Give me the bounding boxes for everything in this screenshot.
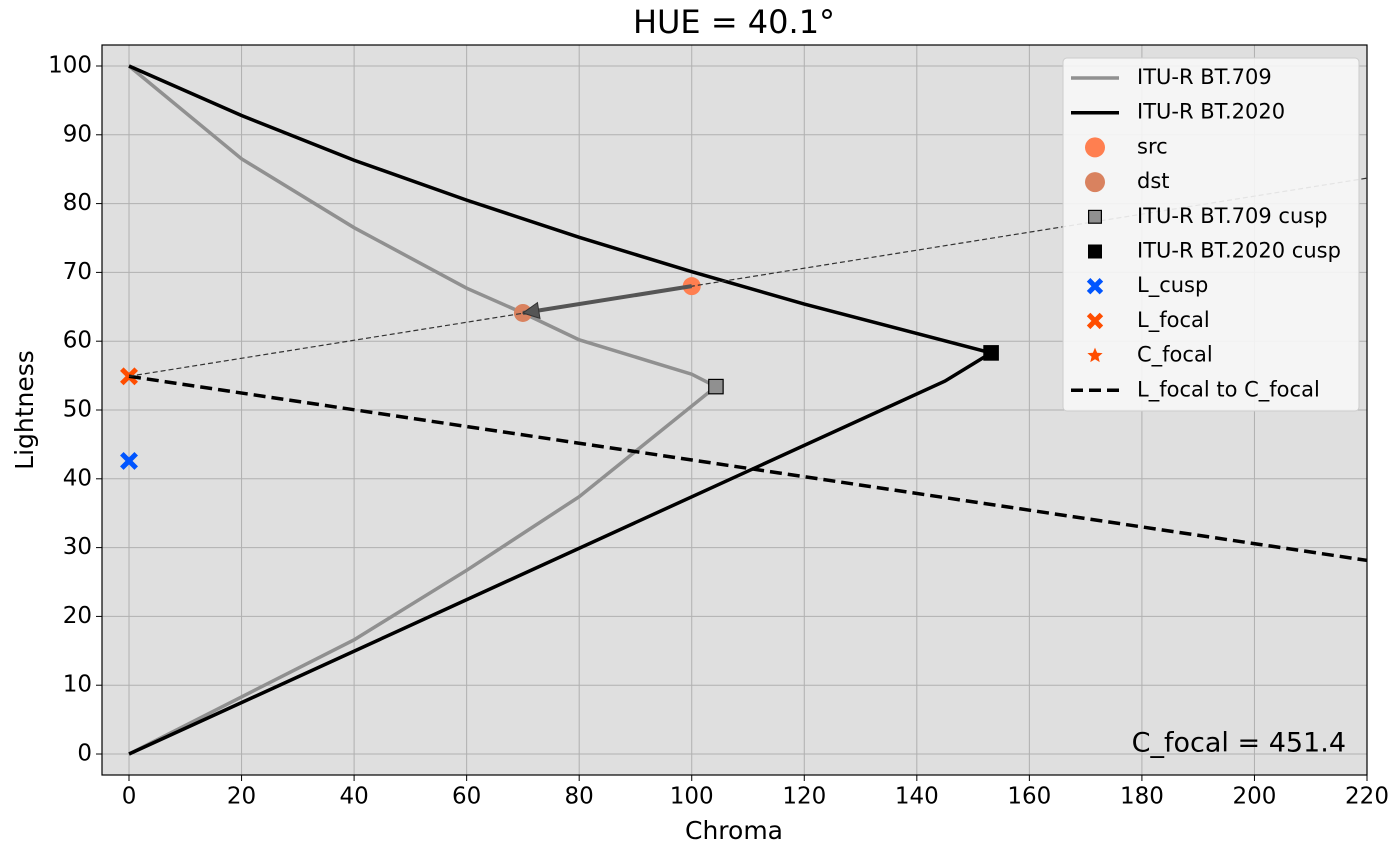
- x-tick-label: 60: [452, 784, 481, 810]
- x-tick-label: 220: [1345, 784, 1389, 810]
- x-tick-label: 80: [565, 784, 594, 810]
- marker: [1087, 347, 1103, 363]
- legend: ITU-R BT.709 ITU-R BT.2020 src dst ITU-R BT.…: [1062, 57, 1360, 412]
- y-tick-label: 0: [77, 741, 92, 767]
- legend-box: [1062, 57, 1360, 412]
- marker: [1087, 209, 1102, 224]
- arrow: [522, 284, 693, 315]
- legend-label: C_focal: [1137, 343, 1213, 368]
- series-line: [128, 64, 996, 756]
- marker: [1086, 312, 1104, 330]
- legend-label: dst: [1137, 169, 1170, 193]
- arrow-head: [521, 301, 541, 320]
- legend-label: L_focal to C_focal: [1137, 377, 1320, 402]
- x-tick-label: 20: [227, 784, 256, 810]
- y-tick-label: 90: [63, 121, 92, 147]
- legend-label: ITU-R BT.709 cusp: [1137, 204, 1328, 228]
- marker: [708, 378, 724, 395]
- x-tick-label: 200: [1233, 784, 1277, 810]
- legend-label: ITU-R BT.709: [1137, 65, 1272, 89]
- y-tick-label: 50: [63, 397, 92, 423]
- x-tick-label: 160: [1007, 784, 1051, 810]
- y-tick-label: 70: [63, 259, 92, 285]
- legend-label: ITU-R BT.2020 cusp: [1137, 239, 1341, 263]
- x-axis-label: Chroma: [685, 816, 783, 845]
- y-tick-label: 20: [63, 603, 92, 629]
- chart-title: HUE = 40.1°: [633, 3, 835, 41]
- annotation: C_focal = 451.4: [1132, 728, 1346, 759]
- legend-label: ITU-R BT.2020: [1137, 100, 1285, 124]
- marker: [1085, 172, 1105, 193]
- legend-label: src: [1137, 134, 1168, 158]
- marker: [1085, 137, 1105, 158]
- x-tick-label: 120: [782, 784, 826, 810]
- x-tick-label: 180: [1120, 784, 1164, 810]
- y-tick-label: 100: [48, 52, 92, 78]
- x-tick-label: 0: [122, 784, 137, 810]
- y-tick-label: 40: [63, 465, 92, 491]
- x-tick-label: 140: [895, 784, 939, 810]
- legend-label: L_cusp: [1137, 273, 1208, 298]
- x-tick-label: 100: [670, 784, 714, 810]
- x-tick-label: 40: [339, 784, 368, 810]
- marker: [983, 345, 999, 361]
- y-tick-label: 60: [63, 328, 92, 354]
- legend-label: L_focal: [1137, 308, 1210, 333]
- marker: [120, 451, 138, 470]
- series-line: [127, 64, 720, 756]
- y-axis-label: Lightness: [10, 350, 39, 470]
- y-tick-label: 10: [63, 672, 92, 698]
- marker: [1086, 278, 1104, 295]
- marker: [1087, 244, 1102, 259]
- y-tick-label: 30: [63, 534, 92, 560]
- y-tick-label: 80: [63, 190, 92, 216]
- plot: [120, 64, 1367, 756]
